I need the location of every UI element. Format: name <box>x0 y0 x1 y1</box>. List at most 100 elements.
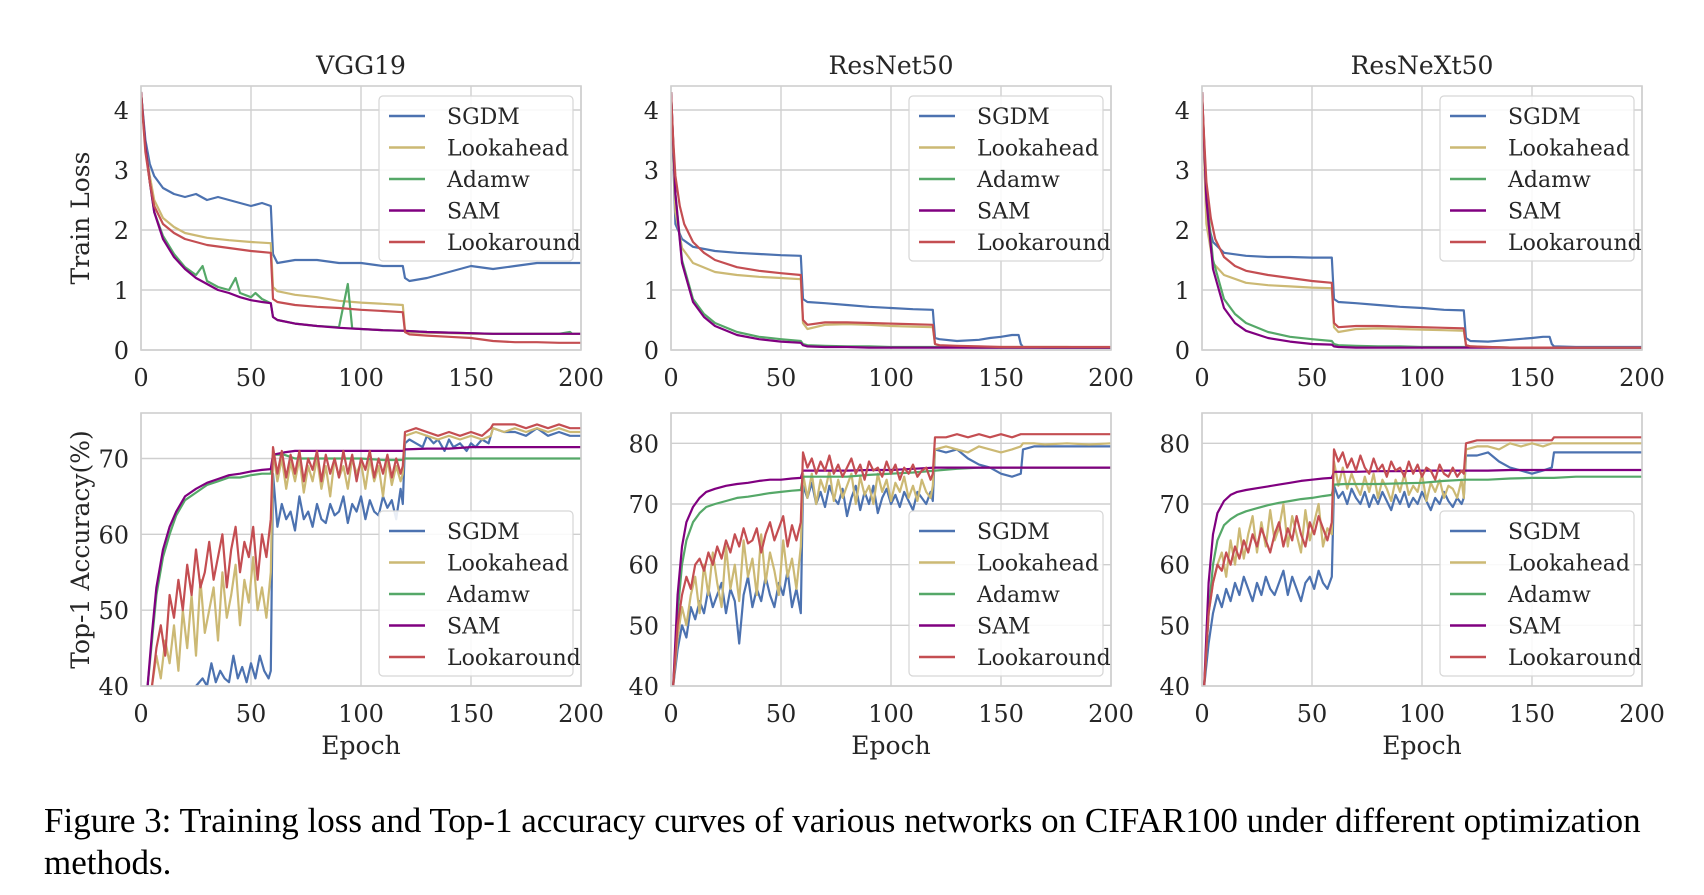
legend-label: Lookahead <box>977 552 1099 577</box>
series-line-lookaround <box>141 91 581 344</box>
legend-box <box>1439 95 1635 262</box>
legend-label: SGDM <box>977 105 1050 130</box>
legend-label: Lookaround <box>447 231 581 256</box>
series-group <box>672 433 1111 686</box>
legend-label: Lookaround <box>1508 231 1642 256</box>
legend: SGDM Lookahead Adamw SAM Lookaround <box>1439 95 1642 262</box>
legend-label: SAM <box>447 615 501 640</box>
y-tick-label: 1 <box>114 277 129 305</box>
series-line-lookaround <box>1202 91 1642 349</box>
x-tick-label: 200 <box>1619 700 1665 728</box>
panel-resnext50-acc: 0 50 100 150 200 40 50 60 70 80 Epoch SGDM Lookahead… <box>1159 412 1665 760</box>
x-tick-label: 0 <box>1194 364 1209 392</box>
series-line-sam <box>671 91 1111 349</box>
x-tick-label: 0 <box>663 364 678 392</box>
y-tick-label: 60 <box>628 552 659 580</box>
x-tick-label: 200 <box>1088 364 1134 392</box>
x-tick-label: 100 <box>868 364 914 392</box>
y-tick-label: 80 <box>1159 430 1190 458</box>
series-line-lookaround <box>672 433 1111 686</box>
legend-label: Adamw <box>976 168 1060 193</box>
y-tick-label: 50 <box>628 612 659 640</box>
legend-label: Lookahead <box>1508 137 1630 162</box>
y-tick-label: 40 <box>1159 673 1190 701</box>
series-group <box>671 91 1111 349</box>
y-tick-label: 3 <box>1175 157 1190 185</box>
legend-label: SGDM <box>1508 105 1581 130</box>
series-group <box>146 423 581 686</box>
x-axis-label: Epoch <box>851 731 930 760</box>
legend: SGDM Lookahead Adamw SAM Lookaround <box>908 510 1111 677</box>
legend-label: Lookaround <box>1508 646 1642 671</box>
y-tick-label: 1 <box>644 277 659 305</box>
legend-label: SGDM <box>447 105 520 130</box>
series-line-sgdm <box>1203 451 1642 686</box>
plot-frame <box>140 412 582 687</box>
legend-label: SAM <box>977 615 1031 640</box>
y-tick-label: 50 <box>98 597 129 625</box>
plot-frame <box>1201 85 1643 351</box>
panel-title: ResNet50 <box>829 51 954 80</box>
x-tick-label: 0 <box>133 700 148 728</box>
series-line-sgdm <box>672 445 1111 686</box>
x-tick-label: 100 <box>1399 700 1445 728</box>
x-tick-label: 150 <box>978 700 1024 728</box>
x-axis-label: Epoch <box>1382 731 1461 760</box>
x-tick-label: 100 <box>868 700 914 728</box>
x-tick-label: 200 <box>558 700 604 728</box>
series-line-sgdm <box>141 91 581 283</box>
x-tick-label: 100 <box>338 700 384 728</box>
legend-label: Lookahead <box>1508 552 1630 577</box>
panel-title: ResNeXt50 <box>1351 51 1494 80</box>
legend: SGDM Lookahead Adamw SAM Lookaround <box>378 510 581 677</box>
y-tick-label: 2 <box>1175 217 1190 245</box>
x-tick-label: 50 <box>236 364 267 392</box>
plot-frame <box>140 85 582 351</box>
y-tick-label: 40 <box>98 673 129 701</box>
y-tick-label: 50 <box>1159 612 1190 640</box>
y-tick-label: 60 <box>98 521 129 549</box>
x-tick-label: 150 <box>1509 364 1555 392</box>
series-line-sgdm <box>195 427 581 686</box>
legend-label: Adamw <box>446 168 530 193</box>
x-tick-label: 50 <box>236 700 267 728</box>
legend-label: Lookahead <box>977 137 1099 162</box>
legend-box <box>378 95 574 262</box>
legend-label: Lookahead <box>447 137 569 162</box>
legend-box <box>908 95 1104 262</box>
x-tick-label: 50 <box>766 364 797 392</box>
legend-label: SGDM <box>977 520 1050 545</box>
legend-box <box>378 510 574 677</box>
panel-vgg19-loss: 0 50 100 150 200 0 1 2 3 4 VGG19 Train Loss SGDM Look… <box>66 51 604 392</box>
legend-label: Lookaround <box>977 646 1111 671</box>
legend-box <box>1439 510 1635 677</box>
legend-label: Adamw <box>1507 168 1591 193</box>
y-tick-label: 2 <box>644 217 659 245</box>
figure-caption: Figure 3: Training loss and Top-1 accura… <box>44 801 1641 882</box>
y-tick-label: 70 <box>98 446 129 474</box>
y-tick-label: 0 <box>114 337 129 365</box>
y-tick-label: 1 <box>1175 277 1190 305</box>
series-line-sam <box>141 91 581 335</box>
plot-frame <box>670 85 1112 351</box>
series-line-sgdm <box>671 91 1111 349</box>
x-tick-label: 150 <box>978 364 1024 392</box>
panel-resnet50-acc: 0 50 100 150 200 40 50 60 70 80 Epoch SGDM Lookahead… <box>628 412 1134 760</box>
series-line-lookaround <box>150 423 581 686</box>
legend-label: SAM <box>1508 200 1562 225</box>
panel-vgg19-acc: 0 50 100 150 200 40 50 60 70 Epoch Top-1 Accuracy(… <box>66 412 604 760</box>
legend-label: SAM <box>1508 615 1562 640</box>
x-tick-label: 50 <box>1297 700 1328 728</box>
plot-frame <box>670 412 1112 687</box>
y-tick-label: 2 <box>114 217 129 245</box>
y-axis-label: Top-1 Accuracy(%) <box>66 430 95 669</box>
x-tick-label: 0 <box>133 364 148 392</box>
panel-resnet50-loss: 0 50 100 150 200 0 1 2 3 4 ResNet50 SGDM Lookahead Ad… <box>644 51 1134 392</box>
legend-label: Adamw <box>446 583 530 608</box>
x-tick-label: 100 <box>1399 364 1445 392</box>
y-tick-label: 70 <box>628 491 659 519</box>
series-line-lookaround <box>671 91 1111 349</box>
legend-label: Lookahead <box>447 552 569 577</box>
series-group <box>1202 91 1642 349</box>
